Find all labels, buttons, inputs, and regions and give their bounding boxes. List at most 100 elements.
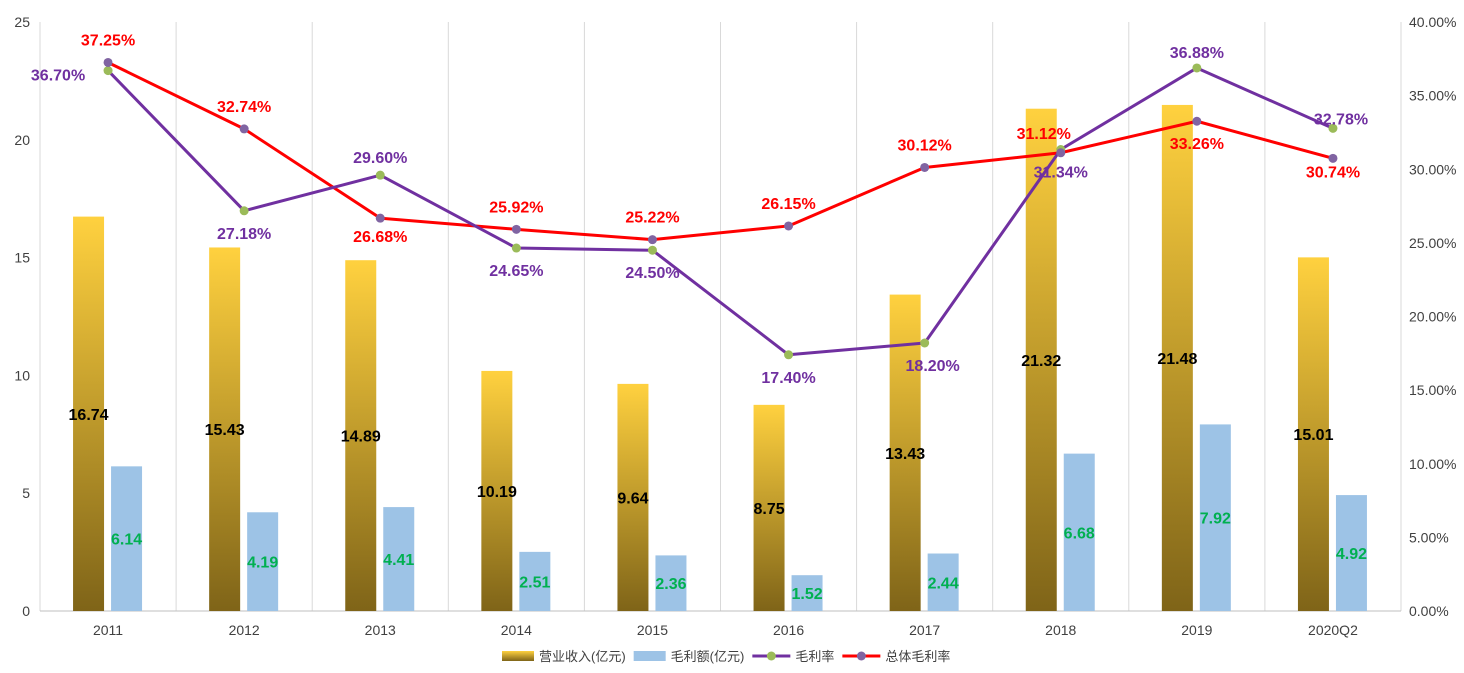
- gross-margin-label: 17.40%: [761, 370, 815, 387]
- right-tick-label: 30.00%: [1409, 161, 1456, 177]
- legend-marker-overall-margin: [856, 651, 866, 661]
- overall-margin-label: 30.74%: [1306, 164, 1360, 181]
- left-tick-label: 5: [22, 485, 30, 501]
- left-tick-label: 0: [22, 603, 30, 619]
- left-tick-label: 20: [14, 132, 30, 148]
- revenue-label: 16.74: [69, 407, 109, 424]
- gross-profit-bar: [655, 555, 687, 611]
- gross-margin-label: 36.88%: [1170, 45, 1224, 62]
- overall-margin-label: 25.22%: [625, 210, 679, 227]
- legend-label-revenue: 营业收入(亿元): [539, 649, 626, 664]
- gross-margin-label: 27.18%: [217, 226, 271, 243]
- gross-profit-bar: [927, 553, 959, 611]
- gross-margin-label: 29.60%: [353, 150, 407, 167]
- legend-label-gross-profit: 毛利额(亿元): [671, 649, 745, 664]
- revenue-label: 21.32: [1021, 353, 1061, 370]
- category-label: 2019: [1181, 622, 1212, 638]
- overall-margin-marker: [920, 162, 930, 172]
- overall-margin-label: 37.25%: [81, 32, 135, 49]
- right-tick-label: 0.00%: [1409, 603, 1449, 619]
- gross-profit-label: 2.51: [519, 574, 550, 591]
- gross-margin-marker: [784, 350, 794, 360]
- gross-profit-bar: [111, 466, 143, 611]
- gross-margin-marker: [647, 245, 657, 255]
- overall-margin-marker: [647, 235, 657, 245]
- right-tick-label: 20.00%: [1409, 309, 1456, 325]
- overall-margin-label: 25.92%: [489, 199, 543, 216]
- right-tick-label: 40.00%: [1409, 14, 1456, 30]
- revenue-bar: [889, 294, 921, 611]
- gross-margin-marker: [239, 206, 249, 216]
- right-tick-label: 35.00%: [1409, 88, 1456, 104]
- data-labels: 16.74 15.43 14.89 10.19 9.64 8.75 13.43 21.32 21…: [31, 32, 1368, 603]
- legend-swatch-gross-profit: [633, 651, 666, 661]
- overall-margin-label: 30.12%: [898, 137, 952, 154]
- gross-profit-label: 7.92: [1200, 511, 1231, 528]
- gross-profit-label: 6.14: [111, 532, 142, 549]
- gross-margin-marker: [375, 170, 385, 180]
- legend-label-overall-margin: 总体毛利率: [885, 649, 950, 664]
- gross-margin-marker: [1192, 63, 1202, 73]
- gross-margin-label: 24.50%: [625, 265, 679, 282]
- gross-margin-marker: [511, 243, 521, 253]
- revenue-bar: [1297, 257, 1329, 611]
- legend-marker-gross-margin: [766, 651, 776, 661]
- gross-profit-label: 4.41: [383, 552, 414, 569]
- legend-label-gross-margin: 毛利率: [795, 649, 834, 664]
- revenue-bar: [753, 404, 785, 611]
- revenue-label: 15.01: [1293, 427, 1333, 444]
- category-label: 2013: [365, 622, 396, 638]
- revenue-bar: [73, 216, 105, 612]
- gross-profit-label: 2.44: [928, 575, 959, 592]
- overall-margin-marker: [375, 213, 385, 223]
- revenue-bar: [617, 383, 649, 611]
- revenue-bar: [209, 247, 241, 612]
- overall-margin-marker: [1056, 148, 1066, 158]
- overall-margin-marker: [784, 221, 794, 231]
- category-axis: 2011 2012 2013 2014 2015 2016 2017 2018 2019 2020…: [93, 622, 1358, 638]
- gross-margin-label: 32.78%: [1314, 111, 1368, 128]
- overall-margin-label: 26.15%: [761, 196, 815, 213]
- right-tick-label: 15.00%: [1409, 382, 1456, 398]
- revenue-label: 9.64: [617, 490, 648, 507]
- gross-profit-bar: [383, 507, 415, 611]
- overall-margin-label: 26.68%: [353, 229, 407, 246]
- gross-profit-label: 2.36: [655, 576, 686, 593]
- gross-profit-bar: [791, 575, 823, 611]
- overall-margin-marker: [1328, 153, 1338, 163]
- overall-margin-marker: [239, 124, 249, 134]
- category-label: 2014: [501, 622, 532, 638]
- revenue-bar: [345, 260, 377, 611]
- revenue-label: 8.75: [753, 501, 784, 518]
- right-tick-label: 10.00%: [1409, 456, 1456, 472]
- overall-margin-label: 32.74%: [217, 99, 271, 116]
- gross-margin-label: 24.65%: [489, 263, 543, 280]
- category-label: 2018: [1045, 622, 1076, 638]
- gross-profit-label: 4.92: [1336, 546, 1367, 563]
- gross-margin-marker: [1328, 123, 1338, 133]
- gross-profit-bar: [519, 551, 551, 611]
- revenue-label: 15.43: [205, 422, 245, 439]
- revenue-bar: [481, 370, 513, 611]
- gross-margin-marker: [103, 66, 113, 76]
- legend-swatch-revenue: [502, 651, 534, 661]
- overall-margin-label: 33.26%: [1170, 136, 1224, 153]
- overall-margin-line: [107, 61, 1334, 242]
- left-axis: 0 5 10 15 20 25: [14, 14, 30, 619]
- right-tick-label: 5.00%: [1409, 529, 1449, 545]
- revenue-bar: [1161, 104, 1193, 611]
- gross-profit-label: 4.19: [247, 555, 278, 572]
- category-label: 2016: [773, 622, 804, 638]
- category-label: 2017: [909, 622, 940, 638]
- right-axis: 0.00% 5.00% 10.00% 15.00% 20.00% 25.00% 30.00%…: [1409, 14, 1456, 619]
- overall-margin-marker: [103, 57, 113, 67]
- right-tick-label: 25.00%: [1409, 235, 1456, 251]
- gross-margin-marker: [920, 338, 930, 348]
- legend: 营业收入(亿元) 毛利额(亿元) 毛利率 总体毛利率: [502, 649, 950, 664]
- left-tick-label: 10: [14, 367, 30, 383]
- overall-margin-marker: [1192, 116, 1202, 126]
- gross-margin-line: [106, 66, 1334, 357]
- revenue-label: 13.43: [885, 446, 925, 463]
- category-label: 2020Q2: [1308, 622, 1358, 638]
